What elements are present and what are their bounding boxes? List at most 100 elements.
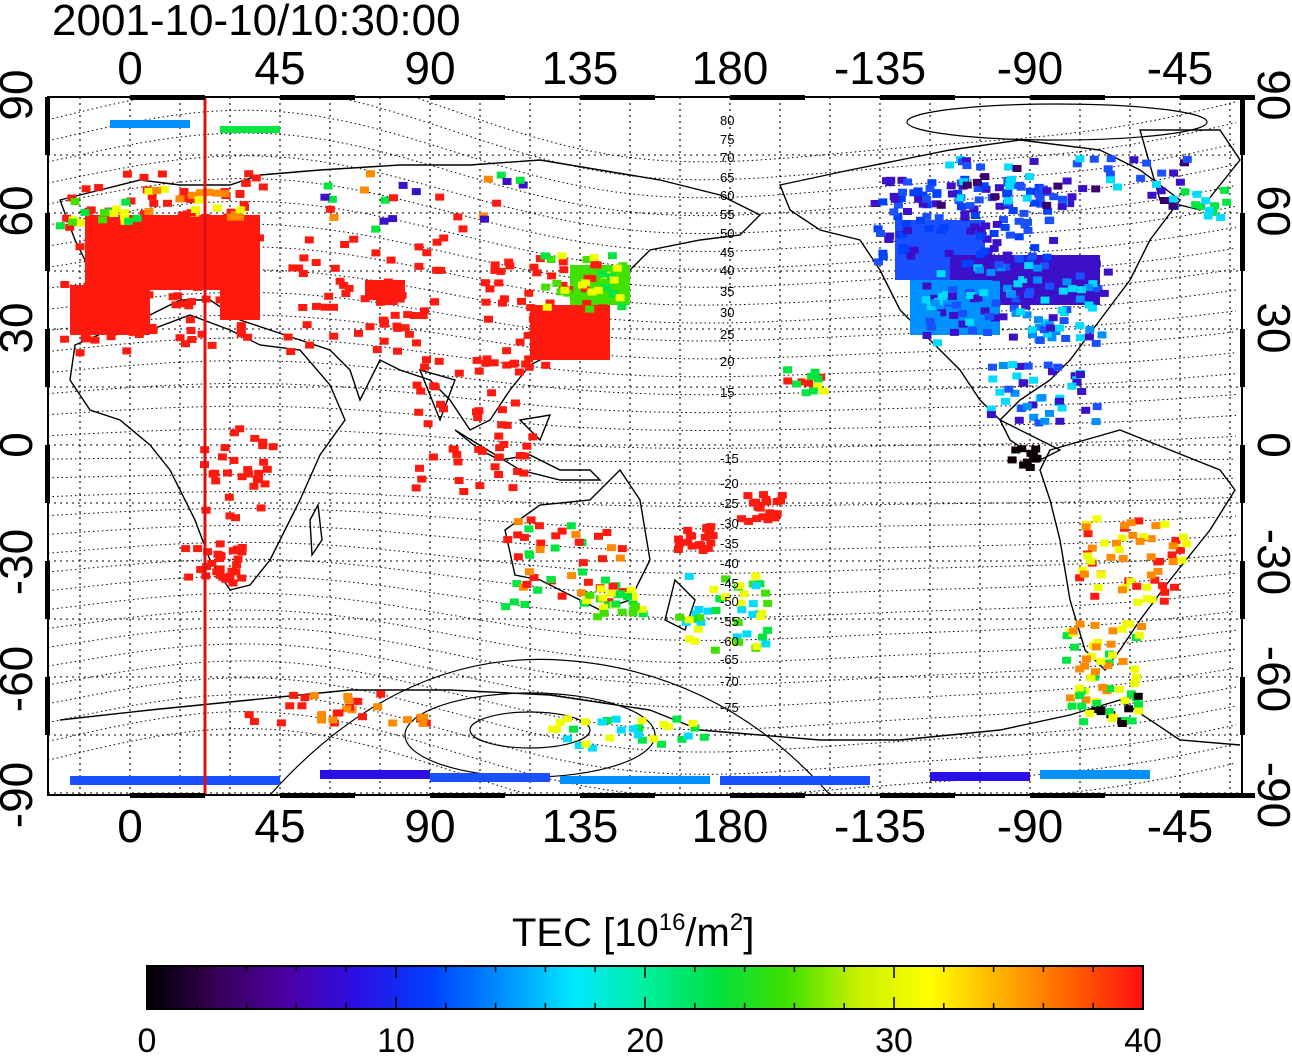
tec-cell xyxy=(1092,700,1102,707)
tec-cell xyxy=(434,357,444,365)
tec-cell xyxy=(210,469,220,477)
tec-cell xyxy=(953,189,963,197)
tec-cell xyxy=(1114,685,1124,693)
tec-cell xyxy=(100,300,110,308)
tec-cell xyxy=(1085,709,1095,717)
tec-cell xyxy=(80,334,90,342)
tec-cell xyxy=(317,716,326,724)
tec-cell xyxy=(1133,598,1143,606)
tec-cell xyxy=(395,295,405,303)
tec-cell xyxy=(1028,331,1037,338)
tec-cell xyxy=(235,425,245,433)
tec-cell xyxy=(578,559,588,567)
tec-cell xyxy=(1096,706,1106,714)
contour-label: 70 xyxy=(720,150,734,165)
tec-cell xyxy=(956,203,966,211)
tec-cell xyxy=(721,575,731,583)
y-axis-right: 90 60 30 0 -30 -60 -90 xyxy=(1248,69,1292,828)
tec-cell xyxy=(344,696,354,704)
x-tick-label: 45 xyxy=(254,42,305,94)
tec-cell xyxy=(1090,592,1100,600)
frame-tick-bar xyxy=(45,445,50,503)
geomag-contour xyxy=(48,626,1237,686)
tec-cell xyxy=(276,719,286,727)
coastline-segment xyxy=(1139,129,1241,211)
frame-tick-bar xyxy=(1180,793,1255,798)
tec-cell xyxy=(594,532,603,540)
tec-cell xyxy=(1180,188,1190,196)
tec-cell xyxy=(320,193,330,201)
tec-cell xyxy=(141,312,151,320)
tec-cell xyxy=(1049,237,1059,244)
frame-tick-bar xyxy=(1030,793,1105,798)
contour-label: -50 xyxy=(720,594,739,609)
tec-cell xyxy=(164,271,174,279)
tec-cell xyxy=(986,411,996,419)
tec-cell xyxy=(62,214,72,222)
tec-cell xyxy=(576,345,586,353)
tec-cell xyxy=(582,597,592,605)
tec-cell xyxy=(388,298,398,305)
tec-cell xyxy=(1003,197,1013,205)
tec-cell xyxy=(992,273,1002,281)
tec-cell xyxy=(663,723,673,731)
tec-cell xyxy=(1040,262,1049,270)
contour-label: 40 xyxy=(720,263,734,278)
tec-cell xyxy=(936,201,946,209)
tec-cell xyxy=(1030,199,1040,207)
tec-cell xyxy=(981,222,991,230)
y-tick-label: 30 xyxy=(1248,302,1292,353)
tec-cell xyxy=(234,213,244,221)
tec-cell xyxy=(349,235,359,243)
tec-cell xyxy=(559,266,569,274)
tec-cell xyxy=(1040,417,1050,425)
tec-cell xyxy=(187,336,197,343)
tec-cell xyxy=(1129,156,1139,164)
tec-cell xyxy=(1014,233,1024,241)
tec-cell xyxy=(1025,256,1035,264)
tec-cell xyxy=(1100,539,1109,547)
tec-cell xyxy=(602,529,612,536)
tec-cell xyxy=(237,473,247,481)
tec-cell xyxy=(615,554,625,562)
y-tick-label: 30 xyxy=(0,302,42,353)
tec-cell xyxy=(459,488,469,495)
tec-cell xyxy=(946,182,956,190)
tec-cell xyxy=(1088,280,1098,288)
tec-cell xyxy=(675,613,685,621)
tec-cell xyxy=(582,256,592,264)
y-tick-label: -60 xyxy=(0,646,42,712)
tec-cell xyxy=(1151,522,1161,530)
tec-cell xyxy=(960,210,970,218)
tec-cell xyxy=(1022,402,1032,410)
tec-cell xyxy=(571,530,581,538)
tec-cell xyxy=(159,185,169,193)
tec-cell xyxy=(523,331,533,339)
tec-cell xyxy=(1086,653,1096,660)
tec-cell xyxy=(481,359,491,367)
tec-cell xyxy=(1142,159,1152,167)
tec-cell xyxy=(609,276,619,284)
colorbar-tick-label: 0 xyxy=(138,1022,157,1057)
tec-cell xyxy=(481,298,491,306)
tec-cell xyxy=(388,215,398,223)
tec-cell xyxy=(522,442,532,450)
colorbar-tick-label: 30 xyxy=(875,1022,913,1057)
tec-cell xyxy=(513,553,523,561)
tec-cell xyxy=(1081,523,1091,531)
tec-cell xyxy=(1016,308,1026,316)
tec-cell xyxy=(1031,445,1041,453)
frame-tick-bar xyxy=(45,97,50,155)
tec-cell xyxy=(1104,708,1114,716)
tec-cell xyxy=(1043,361,1053,369)
tec-cell xyxy=(379,217,389,225)
tec-cell xyxy=(237,574,247,582)
tec-cell xyxy=(576,589,586,597)
tec-cell xyxy=(1072,160,1082,168)
tec-cell xyxy=(259,458,269,466)
tec-cell xyxy=(1048,314,1058,322)
tec-cell xyxy=(179,188,189,195)
tec-cell xyxy=(417,475,427,483)
tec-cell xyxy=(1093,285,1103,292)
tec-cell xyxy=(1075,334,1085,342)
